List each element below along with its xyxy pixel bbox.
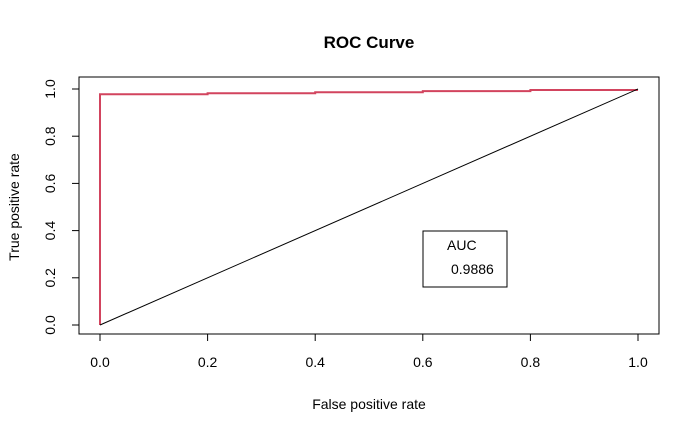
x-tick-label: 0.0 [90, 354, 110, 370]
x-axis-label: False positive rate [312, 396, 426, 412]
legend-box [422, 230, 508, 288]
y-tick-label: 0.2 [42, 268, 58, 288]
series-layer [99, 88, 639, 326]
y-tick-label: 0.6 [42, 173, 58, 193]
x-axis: 0.0 0.2 0.4 0.6 0.8 1.0 [90, 333, 648, 370]
legend-title: AUC [447, 237, 477, 253]
roc-curve-line [99, 88, 638, 325]
y-tick-label: 0.8 [42, 126, 58, 146]
y-tick-label: 0.4 [42, 221, 58, 241]
x-tick-label: 1.0 [628, 354, 648, 370]
legend: AUC 0.9886 [422, 230, 508, 288]
chart-title: ROC Curve [324, 33, 415, 52]
x-tick-label: 0.2 [198, 354, 218, 370]
y-tick-label: 0.0 [42, 315, 58, 335]
auc-value: 0.9886 [451, 261, 494, 277]
x-tick-label: 0.4 [305, 354, 325, 370]
x-tick-label: 0.6 [413, 354, 433, 370]
y-axis: 0.0 0.2 0.4 0.6 0.8 1.0 [42, 79, 80, 335]
y-tick-label: 1.0 [42, 79, 58, 99]
plot-frame [78, 76, 660, 335]
chance-diagonal-line [99, 88, 639, 326]
x-tick-label: 0.8 [521, 354, 541, 370]
y-axis-label: True positive rate [6, 153, 22, 261]
